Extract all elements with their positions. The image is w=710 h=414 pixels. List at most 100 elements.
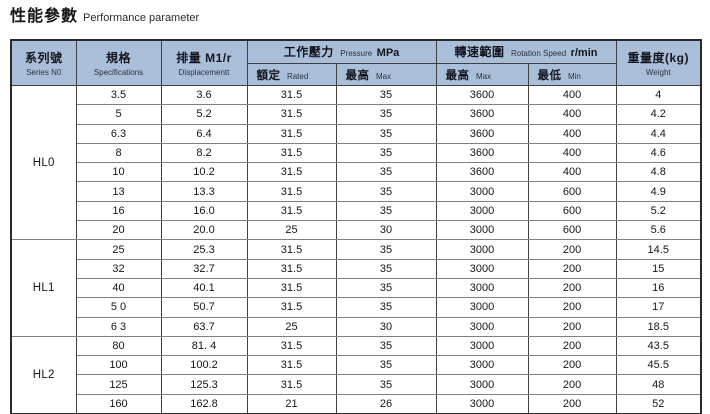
table-cell: 4	[615, 84, 702, 106]
table-cell: 40	[75, 277, 162, 299]
page-title-zh: 性能參數	[10, 8, 79, 25]
header-speed-unit: r/min	[570, 47, 598, 59]
table-cell: 35	[335, 162, 437, 183]
header-speed-max-zh: 最高	[445, 69, 470, 82]
table-cell: 31.5	[246, 142, 337, 164]
table-cell: 3.6	[160, 84, 248, 106]
header-speed-group: 轉速範圍 Rotation Speed r/min	[435, 39, 617, 64]
table-cell: 25	[246, 316, 337, 337]
table-cell: 4.2	[615, 104, 702, 125]
table-cell: 400	[527, 84, 617, 106]
table-cell: 6 3	[75, 316, 162, 337]
table-cell: 35	[335, 297, 437, 318]
table-cell: 200	[527, 239, 617, 260]
table-row: 13 13.3 31.5 35 3000 600 4.9	[11, 181, 702, 202]
table-cell: 21	[246, 393, 337, 414]
table-row: 5 5.2 31.5 35 3600 400 4.2	[11, 104, 702, 125]
table-row: 6 3 63.7 25 30 3000 200 18.5	[11, 316, 702, 337]
table-cell: 600	[527, 220, 617, 241]
table-cell: 31.5	[246, 104, 337, 125]
table-cell: 43.5	[615, 335, 702, 357]
table-row: HL0 3.5 3.6 31.5 35 3600 400 4	[10, 84, 702, 241]
table-row: HL1 25 25.3 31.5 35 3000 200 14.5	[10, 239, 702, 337]
table-cell: 125.3	[160, 374, 248, 395]
table-cell: 35	[335, 181, 437, 202]
table-cell: 45.5	[615, 355, 702, 376]
table-row: 160 162.8 21 26 3000 200 52	[11, 393, 702, 414]
header-speed-min: 最低 Min	[527, 63, 617, 86]
table-cell: 15	[615, 258, 702, 279]
table-cell: 35	[335, 258, 437, 279]
table-cell: 16	[615, 277, 702, 299]
table-cell: 400	[527, 142, 617, 164]
table-row: 100 100.2 31.5 35 3000 200 45.5	[11, 355, 702, 376]
table-cell: 35	[335, 374, 437, 395]
performance-table: 系列號 Series N0 規格 Specifications 排量 M1/r …	[10, 39, 703, 414]
table-cell: 31.5	[246, 239, 337, 260]
table-cell: 3000	[435, 316, 529, 337]
table-cell: 4.9	[615, 181, 702, 202]
header-speed-max-en: Max	[475, 71, 492, 81]
table-cell: 31.5	[246, 297, 337, 318]
table-cell: 5.2	[615, 200, 702, 222]
table-row: 20 20.0 25 30 3000 600 5.6	[11, 220, 702, 241]
table-cell: 18.5	[615, 316, 702, 337]
table-cell: 162.8	[160, 393, 248, 414]
table-cell: 31.5	[246, 355, 337, 376]
table-cell: 200	[527, 297, 617, 318]
series-label: HL1	[10, 239, 77, 337]
table-cell: 48	[615, 374, 702, 395]
header-series: 系列號 Series N0	[10, 39, 77, 86]
table-cell: 3000	[435, 258, 529, 279]
table-cell: 32.7	[160, 258, 248, 279]
table-cell: 35	[335, 277, 437, 299]
table-row: 16 16.0 31.5 35 3000 600 5.2	[11, 200, 702, 222]
table-cell: 200	[527, 374, 617, 395]
table-cell: 600	[527, 200, 617, 222]
table-cell: 5.2	[160, 104, 248, 125]
table-cell: 3000	[435, 393, 529, 414]
table-cell: 100.2	[160, 355, 248, 376]
table-cell: 5.6	[615, 220, 702, 241]
table-cell: 3600	[435, 84, 529, 106]
table-cell: 200	[527, 335, 617, 357]
table-cell: 31.5	[246, 277, 337, 299]
table-cell: 4.6	[615, 142, 702, 164]
table-cell: 26	[335, 393, 437, 414]
table-cell: 600	[527, 181, 617, 202]
table-cell: 63.7	[160, 316, 248, 337]
header-weight: 重量度(kg) Weight	[615, 39, 702, 86]
table-cell: 32	[75, 258, 162, 279]
table-cell: 4.4	[615, 123, 702, 144]
table-cell: 14.5	[615, 239, 702, 260]
header-rated-zh: 額定	[256, 69, 281, 82]
header-pressure-max-en: Max	[375, 71, 392, 81]
table-cell: 35	[335, 200, 437, 222]
table-cell: 3600	[435, 104, 529, 125]
table-cell: 400	[527, 104, 617, 125]
header-speed-zh: 轉速範圍	[454, 45, 505, 59]
table-cell: 35	[335, 123, 437, 144]
table-cell: 20	[75, 220, 162, 241]
header-displacement-zh: 排量 M1/r	[176, 51, 232, 65]
table-header: 系列號 Series N0 規格 Specifications 排量 M1/r …	[10, 39, 702, 86]
table-cell: 40.1	[160, 277, 248, 299]
header-series-zh: 系列號	[24, 51, 63, 65]
table-cell: 25	[75, 239, 162, 260]
table-cell: 31.5	[246, 258, 337, 279]
table-row: 40 40.1 31.5 35 3000 200 16	[11, 277, 702, 299]
table-cell: 5 0	[75, 297, 162, 318]
page-title: 性能參數 Performance parameter	[10, 7, 710, 28]
header-pressure-rated: 額定 Rated	[246, 63, 337, 86]
table-cell: 4.8	[615, 162, 702, 183]
table-cell: 3600	[435, 162, 529, 183]
table-cell: 3000	[435, 355, 529, 376]
table-row: 5 0 50.7 31.5 35 3000 200 17	[11, 297, 702, 318]
table-cell: 25	[246, 220, 337, 241]
table-cell: 31.5	[246, 374, 337, 395]
header-displacement: 排量 M1/r Displacementt	[160, 39, 248, 86]
table-cell: 10	[75, 162, 162, 183]
table-cell: 200	[527, 277, 617, 299]
header-rated-en: Rated	[286, 71, 309, 81]
table-cell: 6.3	[75, 123, 162, 144]
